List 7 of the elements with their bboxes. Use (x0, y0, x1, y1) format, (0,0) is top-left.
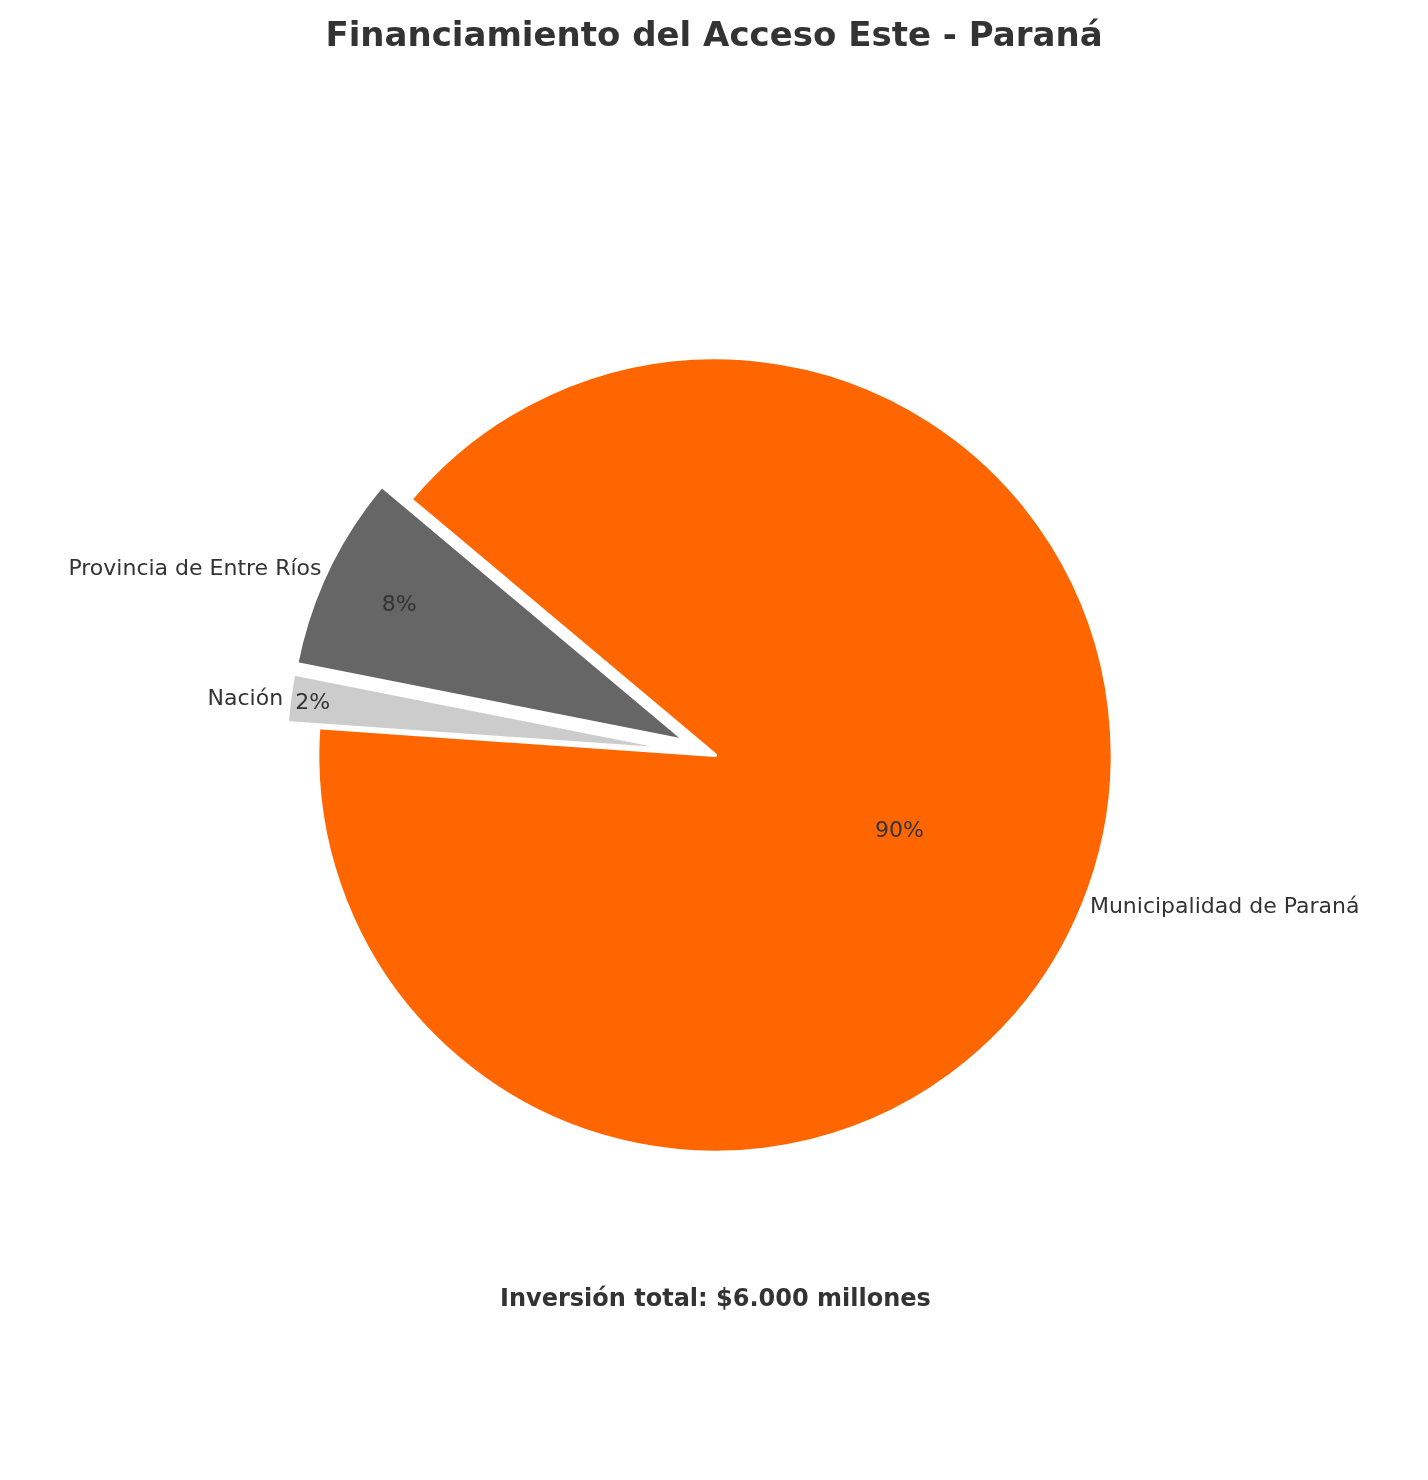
text: Inversión total: $6.000 millones (500, 1284, 931, 1312)
data-label: 2% (295, 688, 331, 714)
slice-label: Municipalidad de Paraná (1089, 893, 1360, 919)
chart-title: Financiamiento del Acceso Este - Paraná (325, 14, 1103, 54)
slice-label: Nación (207, 685, 284, 711)
data-label: 90% (874, 816, 924, 842)
slice-label: Provincia de Entre Ríos (68, 554, 322, 580)
